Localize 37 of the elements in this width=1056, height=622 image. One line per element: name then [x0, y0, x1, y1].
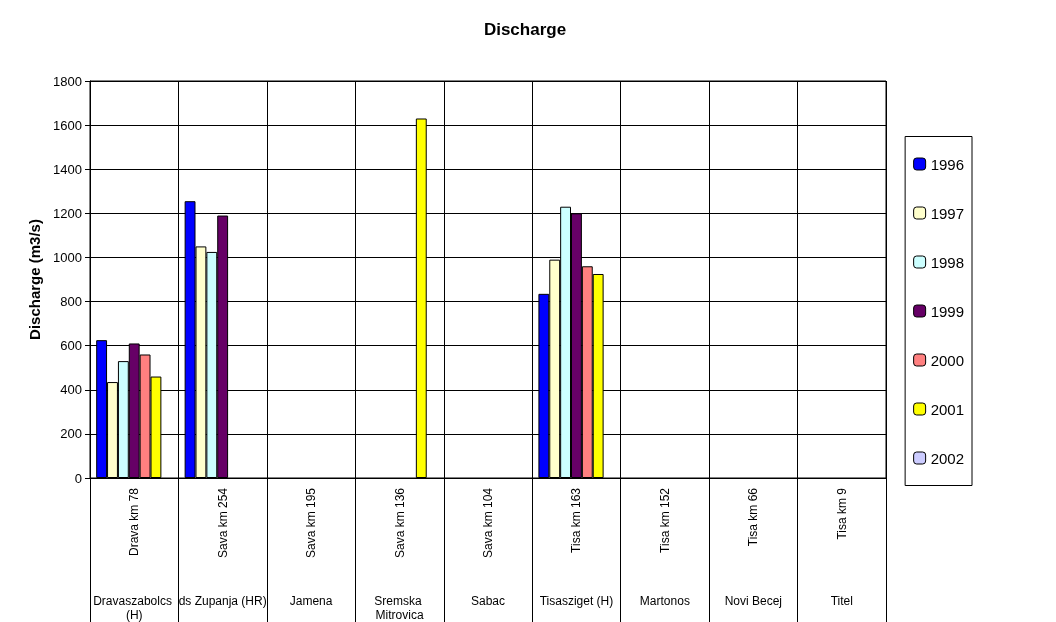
- text: ds Zupanja (HR): [178, 594, 267, 608]
- y-tick-label: 1800: [53, 73, 82, 89]
- legend-label: 2001: [930, 400, 965, 418]
- x-tick-label: Tisa km 152: [657, 487, 672, 553]
- y-tick-label: 600: [60, 338, 82, 354]
- text: Novi Becej: [724, 594, 783, 608]
- x-tick-label: Tisa km 9: [834, 487, 849, 540]
- y-tick-label: 1200: [53, 205, 82, 221]
- y-tick-label: 0: [74, 470, 82, 486]
- legend-label: 1996: [930, 155, 965, 173]
- legend-label: 1997: [930, 204, 965, 222]
- x-tick-label: Tisa km 66: [746, 487, 761, 547]
- legend-label: 2002: [930, 449, 965, 467]
- x-tick-label: Sava km 136: [392, 487, 407, 559]
- y-tick-label: 1600: [53, 117, 82, 133]
- chart-title: Discharge: [483, 20, 567, 39]
- x-tick-label: Tisa km 163: [569, 487, 584, 553]
- text: Sabac: [470, 594, 506, 608]
- y-tick-label: 200: [60, 426, 82, 442]
- legend-label: 1998: [930, 253, 965, 271]
- text: Tisasziget (H): [539, 594, 614, 608]
- y-axis-title: Discharge (m3/s): [26, 219, 43, 340]
- text: Sremska Mitrovica: [374, 594, 425, 622]
- legend-label: 2000: [930, 351, 965, 369]
- text: Titel: [830, 594, 853, 608]
- text: Jamena: [289, 594, 333, 608]
- x-tick-label: Sava km 254: [215, 487, 230, 559]
- x-tick-label: Sava km 195: [304, 487, 319, 559]
- y-tick-label: 800: [60, 294, 82, 310]
- text: Martonos: [639, 594, 690, 608]
- text: Dravaszabolcs (H): [93, 594, 176, 622]
- x-tick-label: Drava km 78: [127, 487, 142, 557]
- y-tick-label: 1000: [53, 249, 82, 265]
- y-tick-label: 400: [60, 382, 82, 398]
- legend-label: 1999: [930, 302, 965, 320]
- y-tick-label: 1400: [53, 161, 82, 177]
- x-tick-label: Sava km 104: [481, 487, 495, 559]
